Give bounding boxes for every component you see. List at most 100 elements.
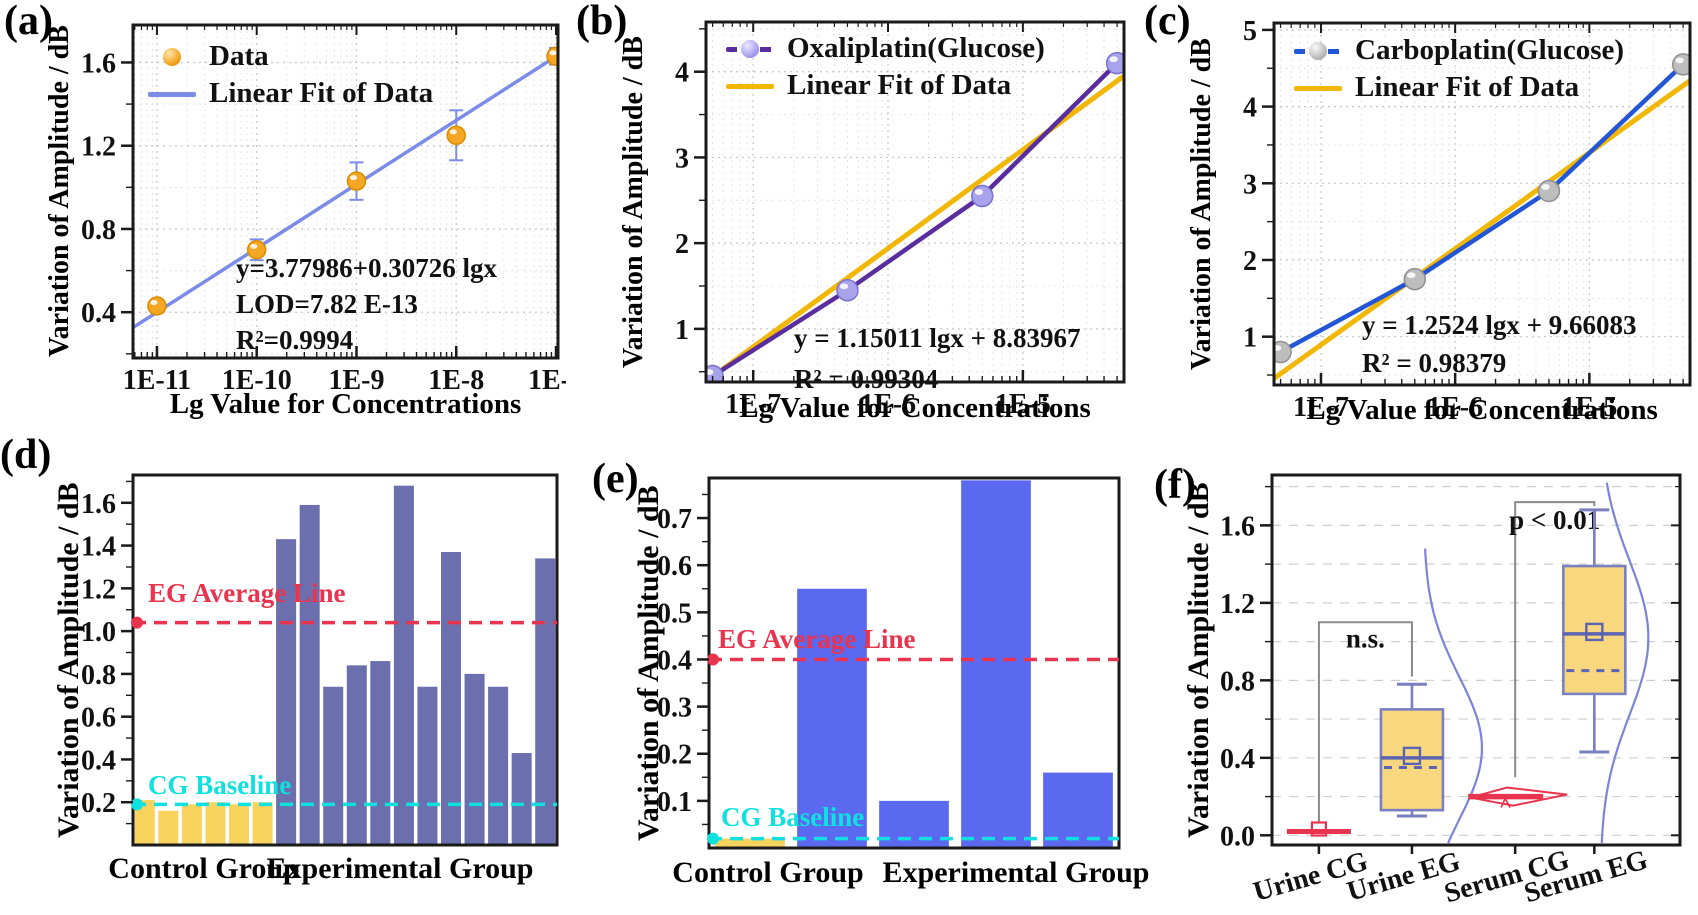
y-tick-label: 5	[1243, 16, 1257, 47]
y-tick-label: 0.6	[657, 551, 692, 582]
y-tick-label: 0.1	[657, 787, 692, 818]
x-tick-label: 1E-6	[860, 389, 916, 420]
panel-a-y-axis-title: Variation of Amplitude / dB	[44, 25, 75, 358]
y-tick-label: 0.4	[81, 745, 116, 776]
panel-b-label: (b)	[576, 0, 628, 44]
y-tick-label: 1.6	[81, 48, 116, 79]
data-point-highlight	[839, 283, 849, 290]
data-point-highlight	[1407, 272, 1416, 279]
control-group-label: Control Group	[672, 856, 864, 889]
panel-c-annotations: y = 1.2524 lgx + 9.66083 R² = 0.98379	[1362, 306, 1637, 382]
grid-layer	[1274, 23, 1690, 385]
x-tick-label: 1E-9	[328, 365, 384, 396]
plot-frame	[131, 23, 560, 360]
control-bar	[181, 804, 202, 845]
panel-f-label: (f)	[1154, 462, 1196, 508]
y-tick-label: 0.2	[81, 788, 116, 819]
panel-b-x-axis-title: Lg Value for Concentrations	[739, 392, 1091, 424]
y-tick-label: 1	[675, 315, 689, 346]
y-tick-label: 1.4	[81, 532, 116, 563]
panel-b-chart: 1E-7 1E-6 1E-5 1 2 3 4	[675, 20, 1126, 420]
x-tick-label: 1E-5	[995, 389, 1051, 420]
experimental-bar	[323, 686, 344, 845]
panel-a-annotations: y=3.77986+0.30726 lgx LOD=7.82 E-13 R²=0…	[236, 250, 497, 358]
panel-c-chart: 1E-7 1E-6 1E-5 1 2 3 4 5	[1243, 16, 1692, 423]
fit-line-icon	[148, 84, 196, 104]
experimental-bar	[440, 551, 462, 845]
panel-d-y-axis-title: Variation of Amplitude / dB	[52, 482, 85, 838]
fit-line-icon	[726, 76, 774, 96]
panel-c-label: (c)	[1144, 0, 1191, 44]
control-bar	[228, 804, 250, 845]
y-tick-label: 1.6	[1220, 511, 1255, 542]
y-tick-label: 2	[1243, 246, 1257, 277]
plot-frame	[131, 473, 559, 847]
y-tick-label: 1.0	[81, 617, 116, 648]
data-point-highlight	[250, 243, 258, 249]
linear-fit-line	[1274, 78, 1690, 381]
y-tick-label: 0.8	[81, 660, 116, 691]
data-point-highlight	[449, 129, 457, 135]
panel-a-chart: 1E-11 1E-10 1E-9 1E-8 1E-7 0.4 0.8 1.2 1.6	[81, 23, 566, 396]
cg-baseline-label: CG Baseline	[148, 770, 292, 800]
data-point	[1537, 179, 1561, 203]
panel-a-legend: Data Linear Fit of Data	[148, 38, 433, 112]
experimental-bar	[276, 539, 297, 845]
y-tick-label: 1.2	[81, 132, 116, 163]
data-point-highlight	[974, 189, 984, 195]
panel-b-y-axis-title: Variation of Amplitude / dB	[618, 36, 649, 368]
data-point	[836, 279, 859, 302]
eg-average-line-label: EG Average Line	[718, 624, 916, 654]
x-tick-label: 1E-6	[1427, 392, 1483, 423]
control-group-label: Control Group	[108, 852, 300, 885]
y-tick-label: 0.2	[657, 740, 692, 771]
lod-value: LOD=7.82 E-13	[236, 289, 418, 319]
panel-c: 1E-7 1E-6 1E-5 1 2 3 4 5 (c) Variation of Ampli…	[1132, 0, 1698, 440]
y-tick-label: 0.7	[657, 504, 692, 535]
data-layer	[133, 46, 558, 330]
experimental-group-label: Experimental Group	[266, 852, 534, 885]
data-line	[710, 60, 1120, 379]
y-tick-label: 3	[675, 143, 689, 174]
legend-label: Linear Fit of Data	[787, 69, 1012, 101]
y-tick-label: 0.4	[1220, 744, 1255, 775]
x-tick-label: 1E-11	[123, 365, 191, 396]
significance-label: n.s.	[1346, 623, 1385, 653]
reference-line-marker	[707, 832, 719, 845]
y-tick-label: 0.0	[1220, 821, 1255, 852]
box	[1379, 708, 1445, 812]
panel-b-legend: Oxaliplatin(Glucose) Linear Fit of Data	[726, 30, 1045, 104]
panel-e: 0.1 0.2 0.3 0.4 0.5 0.6 0.7 (e) Variation of A…	[566, 430, 1149, 915]
control-bar	[715, 838, 785, 848]
violin-spike	[1500, 796, 1511, 808]
legend-item: Oxaliplatin(Glucose)	[726, 30, 1045, 67]
box	[1562, 564, 1627, 696]
experimental-bar	[464, 673, 485, 845]
legend-label: Linear Fit of Data	[209, 77, 434, 109]
fit-line-icon	[1294, 78, 1342, 98]
data-point-highlight	[1541, 184, 1550, 190]
experimental-bar	[535, 558, 556, 845]
panel-c-y-axis-title: Variation of Amplitude / dB	[1186, 38, 1217, 370]
data-point	[546, 46, 558, 66]
r-squared: R²=0.9994	[236, 325, 354, 355]
experimental-bar	[393, 485, 414, 845]
experimental-bar	[299, 504, 320, 845]
data-point	[446, 125, 466, 146]
plot-frame	[1270, 473, 1682, 847]
data-point-highlight	[1675, 57, 1684, 64]
y-tick-label: 0.6	[81, 703, 116, 734]
panel-f-y-axis-title: Variation of Amplitude / dB	[1182, 482, 1215, 838]
y-tick-label: 1.2	[81, 574, 116, 605]
x-tick-label: 1E-7	[725, 389, 781, 420]
panel-d: 0.2 0.4 0.6 0.8 1.0 1.2 1.4 1.6 (d) Variation o…	[0, 430, 566, 915]
r-squared: R² = 0.98379	[1362, 348, 1507, 378]
data-sphere-icon	[148, 47, 196, 67]
fit-equation: y = 1.15011 lgx + 8.83967	[794, 323, 1081, 353]
legend-item: Linear Fit of Data	[148, 75, 433, 112]
legend-item: Linear Fit of Data	[726, 67, 1045, 104]
panel-d-chart: 0.2 0.4 0.6 0.8 1.0 1.2 1.4 1.6	[81, 473, 559, 847]
experimental-group-label: Experimental Group	[882, 856, 1150, 889]
panel-a-x-axis-title: Lg Value for Concentrations	[169, 388, 522, 420]
